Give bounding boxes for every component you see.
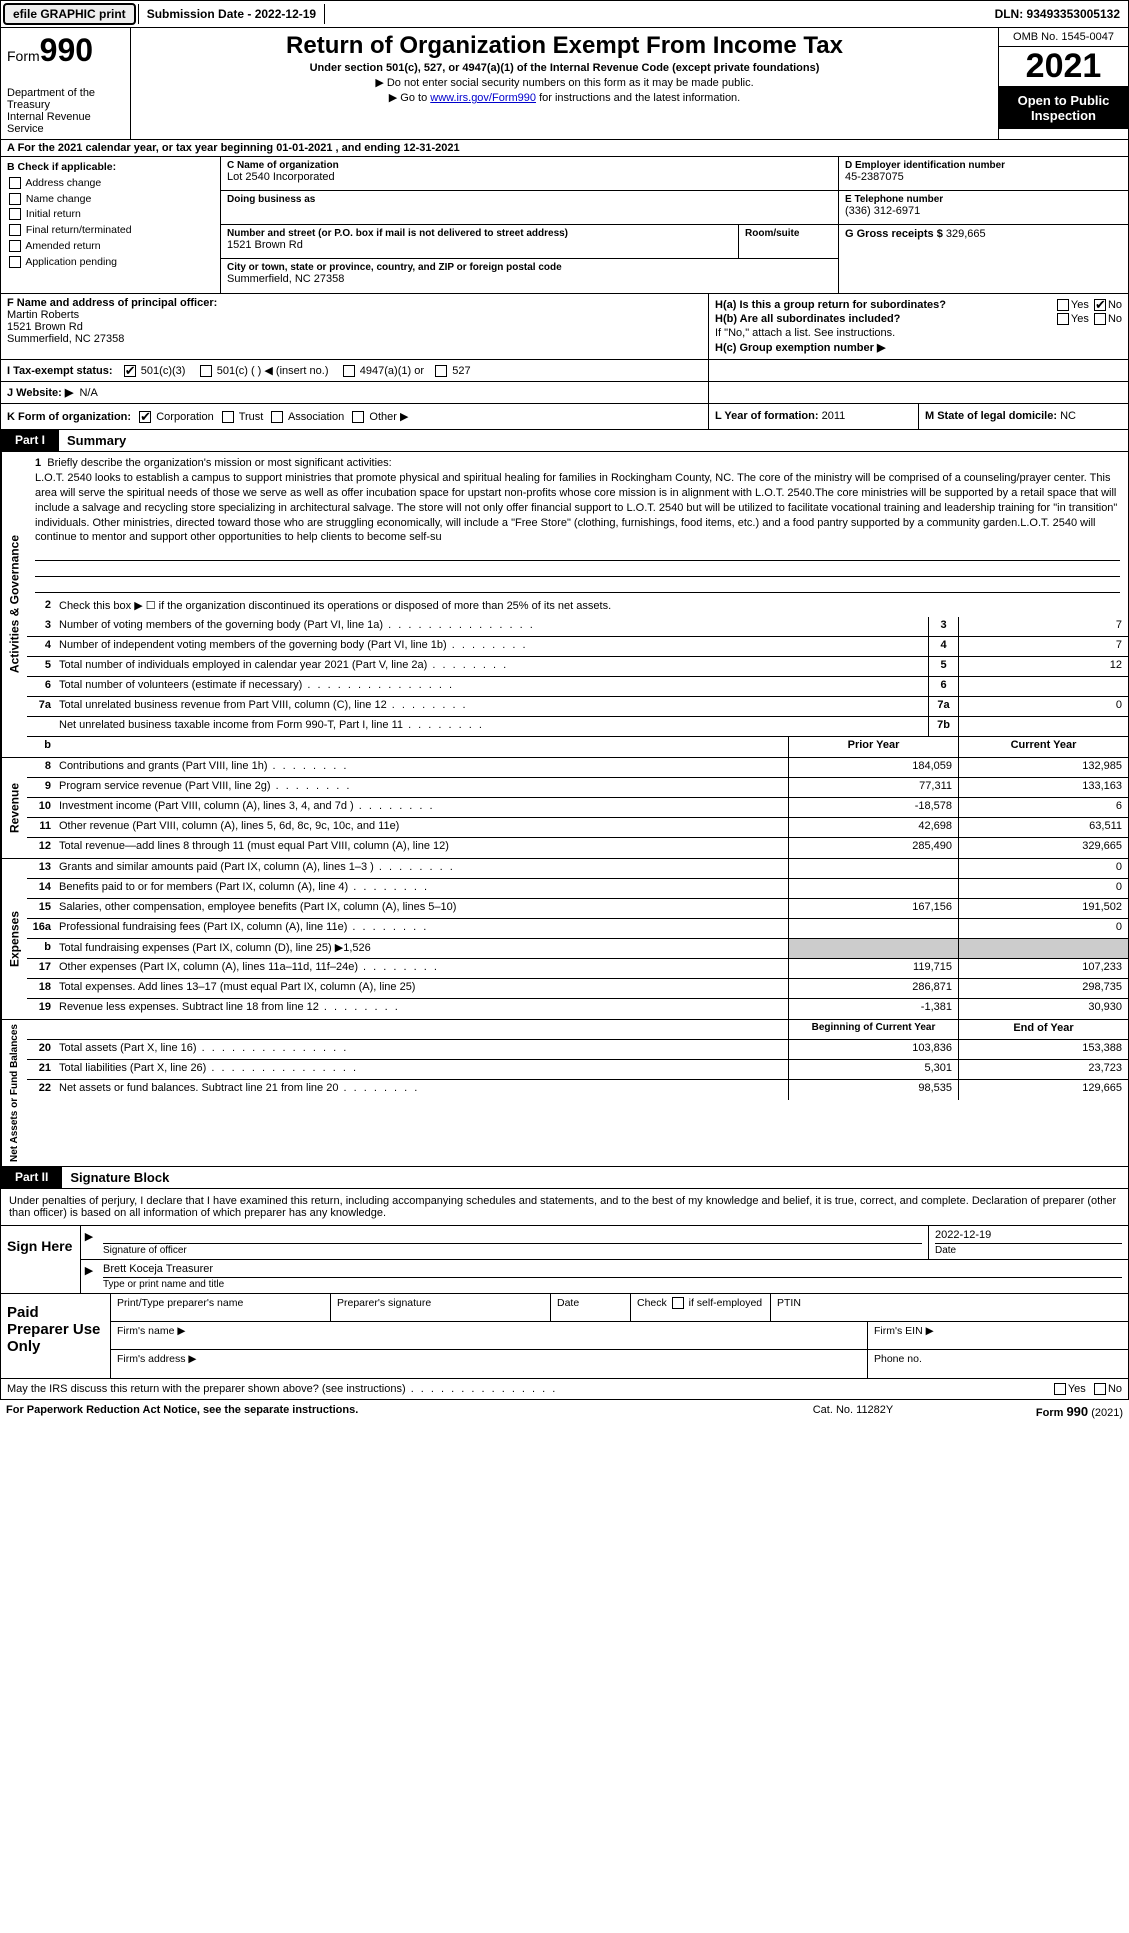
sidebar-activities: Activities & Governance [1,452,27,757]
state-domicile: NC [1060,410,1076,422]
header-left: Form990 Department of the Treasury Inter… [1,28,131,139]
v3: 7 [958,617,1128,636]
check-corp[interactable] [139,411,151,423]
paid-preparer-block: Paid Preparer Use Only Print/Type prepar… [0,1294,1129,1379]
irs-link[interactable]: www.irs.gov/Form990 [430,92,536,104]
street-address: 1521 Brown Rd [227,239,303,251]
check-527[interactable] [435,365,447,377]
officer-name-title: Brett Koceja Treasurer [103,1263,1122,1277]
form-title: Return of Organization Exempt From Incom… [141,32,988,60]
efile-print-button[interactable]: efile GRAPHIC print [3,3,136,25]
check-501c3[interactable] [124,365,136,377]
tax-year: 2021 [999,47,1128,87]
activities-section: Activities & Governance 1 Briefly descri… [0,452,1129,758]
check-final-return[interactable] [9,224,21,236]
check-app-pending[interactable] [9,256,21,268]
irs-discuss-row: May the IRS discuss this return with the… [0,1379,1129,1400]
check-other[interactable] [352,411,364,423]
check-initial-return[interactable] [9,208,21,220]
check-trust[interactable] [222,411,234,423]
hb-no[interactable] [1094,313,1106,325]
check-4947[interactable] [343,365,355,377]
box-b: B Check if applicable: Address change Na… [1,157,221,293]
ha-no[interactable] [1094,299,1106,311]
part-2-header: Part II Signature Block [0,1167,1129,1189]
form-number: 990 [40,32,93,68]
discuss-yes[interactable] [1054,1383,1066,1395]
telephone: (336) 312-6971 [845,205,920,217]
row-j: J Website: ▶ N/A [0,382,1129,404]
omb-number: OMB No. 1545-0047 [999,28,1128,47]
check-address-change[interactable] [9,177,21,189]
year-formation: 2011 [822,410,846,422]
arrow-icon: ▶ [81,1226,97,1259]
v6 [958,677,1128,696]
form-header: Form990 Department of the Treasury Inter… [0,28,1129,140]
row-k: K Form of organization: Corporation Trus… [0,404,1129,430]
sign-here-block: Sign Here ▶ Signature of officer 2022-12… [0,1226,1129,1294]
v5: 12 [958,657,1128,676]
top-bar: efile GRAPHIC print Submission Date - 20… [0,0,1129,28]
perjury-declaration: Under penalties of perjury, I declare th… [0,1189,1129,1226]
mission-text: L.O.T. 2540 looks to establish a campus … [35,472,1117,543]
goto-note: ▶ Go to www.irs.gov/Form990 for instruct… [141,91,988,104]
net-assets-section: Net Assets or Fund Balances Beginning of… [0,1020,1129,1167]
org-name: Lot 2540 Incorporated [227,171,335,183]
hb-yes[interactable] [1057,313,1069,325]
expenses-section: Expenses 13Grants and similar amounts pa… [0,859,1129,1020]
header-center: Return of Organization Exempt From Incom… [131,28,998,139]
box-f: F Name and address of principal officer:… [1,294,708,359]
form-label: Form [7,48,40,64]
info-block: B Check if applicable: Address change Na… [0,157,1129,294]
ha-yes[interactable] [1057,299,1069,311]
box-deg: D Employer identification number 45-2387… [838,157,1128,293]
check-assoc[interactable] [271,411,283,423]
sign-here-label: Sign Here [1,1226,81,1293]
part-1-header: Part I Summary [0,430,1129,452]
sidebar-net-assets: Net Assets or Fund Balances [1,1020,27,1166]
open-public-badge: Open to Public Inspection [999,87,1128,129]
sign-date: 2022-12-19 [935,1229,1122,1243]
line-1: 1 Briefly describe the organization's mi… [27,452,1128,597]
officer-name: Martin Roberts [7,309,79,321]
dept-treasury: Department of the Treasury Internal Reve… [7,87,124,135]
submission-date: Submission Date - 2022-12-19 [138,4,325,24]
paid-preparer-label: Paid Preparer Use Only [1,1294,111,1378]
revenue-section: Revenue 8Contributions and grants (Part … [0,758,1129,859]
row-a-tax-year: A For the 2021 calendar year, or tax yea… [0,140,1129,157]
row-i: I Tax-exempt status: 501(c)(3) 501(c) ( … [0,360,1129,382]
v7a: 0 [958,697,1128,716]
ein: 45-2387075 [845,171,904,183]
website-val: N/A [79,387,97,399]
signature-field[interactable] [103,1229,922,1243]
dln-number: DLN: 93493353005132 [987,4,1128,24]
box-c: C Name of organization Lot 2540 Incorpor… [221,157,838,293]
v4: 7 [958,637,1128,656]
footer-row: For Paperwork Reduction Act Notice, see … [0,1400,1129,1423]
gross-receipts: 329,665 [946,228,986,240]
v7b [958,717,1128,736]
sidebar-revenue: Revenue [1,758,27,858]
ssn-warning: ▶ Do not enter social security numbers o… [141,76,988,89]
check-name-change[interactable] [9,193,21,205]
sidebar-expenses: Expenses [1,859,27,1019]
city-state-zip: Summerfield, NC 27358 [227,273,344,285]
discuss-no[interactable] [1094,1383,1106,1395]
row-fh: F Name and address of principal officer:… [0,294,1129,360]
header-right: OMB No. 1545-0047 2021 Open to Public In… [998,28,1128,139]
box-h: H(a) Is this a group return for subordin… [708,294,1128,359]
form-subtitle: Under section 501(c), 527, or 4947(a)(1)… [141,62,988,74]
check-amended-return[interactable] [9,240,21,252]
check-self-employed[interactable] [672,1297,684,1309]
check-501c[interactable] [200,365,212,377]
arrow-icon: ▶ [81,1260,97,1293]
